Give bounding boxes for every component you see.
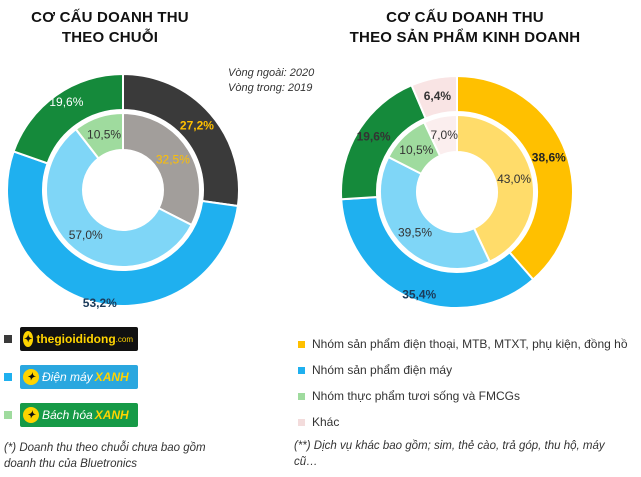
inner-ring-slice-0 (122, 111, 201, 227)
legend-label-appliances: Nhóm sản phẩm điện máy (312, 363, 453, 377)
bhx-brand-text-b: XANH (94, 408, 129, 422)
left-chart-title: CƠ CẤU DOANH THU THEO CHUỖI (10, 8, 210, 48)
legend-item-phones: Nhóm sản phẩm điện thoại, MTB, MTXT, phụ… (298, 337, 628, 351)
inner-ring-label-0: 32,5% (156, 152, 190, 166)
legend-item-appliances: Nhóm sản phẩm điện máy (298, 363, 452, 377)
donut-chart-by-product: 38,6% 35,4% 19,6% 6,4% 43,0% 39,5% 10,5%7,0% (340, 74, 574, 309)
inner-ring-label-2: 10,5% (399, 143, 433, 157)
inner-ring-label-1: 57,0% (69, 228, 103, 242)
inner-ring-slice-2 (74, 111, 124, 160)
inner-ring-slice-1 (379, 155, 492, 270)
legend-swatch-bhx (4, 411, 12, 419)
dien-may-xanh-logo: ✦ Điện máy XANH (20, 365, 138, 389)
legend-label-phones: Nhóm sản phẩm điện thoại, MTB, MTXT, phụ… (312, 337, 628, 351)
inner-ring-label-1: 39,5% (398, 226, 432, 240)
thegioididong-logo: ✦ thegioididong .com (20, 327, 138, 351)
outer-ring-label-2: 19,6% (49, 95, 83, 109)
donut-charts: 27,2% 53,2% 19,6% 32,5% 57,0% 10,5% 38,6% 35,4… (6, 72, 574, 310)
legend-item-other: Khác (298, 415, 339, 429)
dmx-brand-text-a: Điện máy (42, 370, 93, 384)
legend-item-bhx: ✦ Bách hóa XANH (4, 403, 138, 427)
legend-swatch-appliances (298, 366, 305, 374)
footnote-chain: (*) Doanh thu theo chuỗi chưa bao gồm do… (4, 442, 206, 470)
outer-ring-label-1: 35,4% (402, 287, 436, 301)
legend-item-tgdd: ✦ thegioididong .com (4, 327, 138, 351)
outer-ring-label-0: 27,2% (180, 119, 214, 133)
runner-icon: ✦ (23, 331, 34, 347)
outer-ring-slice-3 (410, 74, 458, 120)
legend-swatch-fmcg (298, 392, 305, 400)
left-title-line-1: CƠ CẤU DOANH THU (31, 9, 189, 26)
legend-item-fmcg: Nhóm thực phẩm tươi sống và FMCGs (298, 389, 520, 403)
legend-swatch-other (298, 418, 305, 426)
outer-ring-label-2: 19,6% (357, 130, 391, 144)
inner-ring-slice-0 (456, 113, 535, 264)
outer-ring-slice-2 (12, 72, 124, 165)
tgdd-brand-text: thegioididong (36, 332, 116, 346)
legend-swatch-phones (298, 340, 305, 348)
dmx-brand-text-b: XANH (94, 370, 129, 384)
right-title-line-1: CƠ CẤU DOANH THU (386, 9, 544, 26)
runner-icon: ✦ (23, 369, 39, 385)
outer-ring-note: Vòng ngoài: 2020 (228, 67, 315, 79)
outer-ring-label-3: 6,4% (424, 89, 452, 103)
legend-swatch-dmx (4, 373, 12, 381)
left-title-line-2: THEO CHUỖI (61, 29, 159, 46)
legend-swatch-tgdd (4, 335, 12, 343)
inner-ring-label-2: 10,5% (87, 128, 121, 142)
donut-chart-by-chain: 27,2% 53,2% 19,6% 32,5% 57,0% 10,5% (6, 72, 240, 310)
tgdd-brand-suffix: .com (115, 334, 133, 344)
inner-ring-slice-3 (422, 113, 458, 158)
legend-label-fmcg: Nhóm thực phẩm tươi sống và FMCGs (312, 389, 520, 403)
outer-ring-label-1: 53,2% (83, 296, 117, 310)
footnote-other-services: (**) Dịch vụ khác bao gồm; sim, thẻ cào,… (294, 440, 605, 468)
outer-ring-slice-1 (6, 150, 240, 307)
legend-item-dmx: ✦ Điện máy XANH (4, 365, 138, 389)
ring-legend-note: Vòng ngoài: 2020 Vòng trong: 2019 (228, 66, 348, 96)
outer-ring-label-0: 38,6% (532, 151, 566, 165)
inner-ring-label-0: 43,0% (497, 172, 531, 186)
inner-ring-slice-1 (45, 127, 193, 268)
inner-ring-note: Vòng trong: 2019 (228, 82, 313, 94)
legend-label-other: Khác (312, 415, 340, 429)
outer-ring-slice-1 (340, 195, 535, 309)
runner-icon: ✦ (23, 407, 39, 423)
right-chart-title: CƠ CẤU DOANH THU THEO SẢN PHẨM KINH DOAN… (300, 8, 630, 48)
inner-ring-label-3: 7,0% (431, 128, 459, 142)
right-title-line-2: THEO SẢN PHẨM KINH DOANH (349, 29, 581, 46)
bach-hoa-xanh-logo: ✦ Bách hóa XANH (20, 403, 138, 427)
bhx-brand-text-a: Bách hóa (42, 408, 93, 422)
outer-ring-slice-0 (456, 74, 574, 281)
